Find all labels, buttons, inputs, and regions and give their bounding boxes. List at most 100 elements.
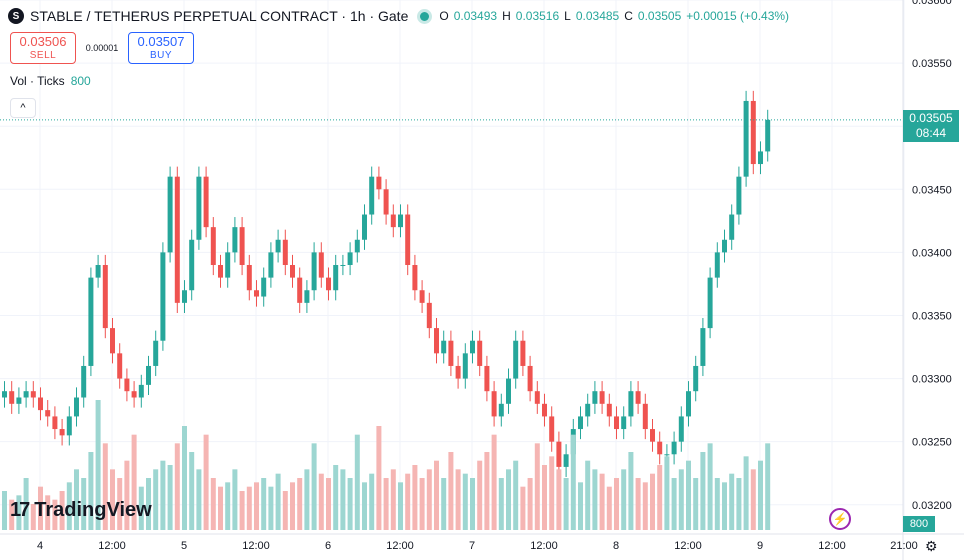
volume-legend[interactable]: Vol · Ticks 800 [10,74,91,88]
candle-body [736,176,742,215]
x-tick-label: 12:00 [242,540,270,552]
x-tick-label: 12:00 [530,540,558,552]
candle-body [239,227,245,265]
volume-bar [326,478,331,530]
candle-body [765,119,771,152]
candle-body [758,151,763,165]
sell-label: SELL [29,50,57,61]
volume-bar [714,478,720,530]
volume-bar [246,486,252,530]
volume-bar [196,469,202,530]
candle-body [354,239,360,253]
candle-body [275,239,281,253]
volume-bar [470,478,475,530]
volume-bar [707,443,713,530]
gear-icon[interactable]: ⚙ [925,538,938,554]
candle-body [556,441,562,467]
candle-body [434,328,439,354]
candle-body [131,391,137,398]
trade-buttons: 0.03506 SELL 0.00001 0.03507 BUY [10,32,194,64]
candle-body [642,403,648,430]
volume-bar [117,478,123,530]
last-price-value: 0.03505 [909,111,953,125]
candle-body [52,416,58,430]
chart-header: S STABLE / TETHERUS PERPETUAL CONTRACT ·… [8,6,789,26]
symbol-title[interactable]: STABLE / TETHERUS PERPETUAL CONTRACT · 1… [30,8,409,24]
x-tick-label: 6 [325,540,331,552]
volume-bar [477,460,483,530]
volume-bar [405,473,411,530]
candle-body [74,397,79,417]
candle-body [102,265,108,329]
volume-bar [570,434,576,530]
candle-body [606,403,612,417]
candle-body [750,100,756,165]
candle-body [491,391,497,417]
volume-bar [585,460,591,530]
volume-bar [153,469,159,530]
tradingview-logo[interactable]: 17 TradingView [10,499,152,522]
volume-bar [498,478,504,530]
volume-bar [426,469,432,530]
ohlc-legend: O 0.03493 H 0.03516 L 0.03485 C 0.03505 +0.0… [439,9,790,23]
x-tick-label: 5 [181,540,187,552]
y-tick-label: 0.03350 [912,310,952,322]
buy-button[interactable]: 0.03507 BUY [128,32,194,64]
y-tick-label: 0.03600 [912,0,952,7]
volume-bar [182,426,187,530]
volume-bar [189,452,195,530]
candle-body [383,189,389,215]
sell-button[interactable]: 0.03506 SELL [10,32,76,64]
market-status-dot-icon [420,11,430,21]
candle-body [534,391,540,404]
volume-bar [131,434,137,530]
volume-bar [534,443,540,530]
volume-bar [578,482,583,530]
volume-bar [369,473,375,530]
x-tick-label: 12:00 [674,540,702,552]
volume-bar [462,473,468,530]
volume-bar [275,473,281,530]
candle-body [671,441,677,455]
x-tick-label: 8 [613,540,619,552]
volume-bar [722,482,727,530]
volume-bar [52,499,58,530]
volume-value-badge: 800 [903,516,935,532]
candle-body [441,340,447,354]
volume-bar [549,456,555,530]
candle-body [30,391,36,398]
collapse-legend-button[interactable]: ^ [10,98,36,118]
candle-body [160,252,166,341]
candle-body [664,454,670,456]
volume-bar [9,499,15,530]
sell-price: 0.03506 [19,34,67,49]
volume-bar [527,478,533,530]
candle-body [124,378,130,392]
volume-bar [282,491,288,530]
candle-body [743,100,749,177]
candle-body [268,252,274,278]
volume-bar [614,478,619,530]
volume-bar [686,460,691,530]
volume-bar [635,478,641,530]
candle-body [657,441,663,455]
candle-body [635,391,641,404]
volume-bar [311,443,317,530]
ohlc-open: 0.03493 [453,9,498,23]
candle-body [426,302,432,329]
chevron-up-icon: ^ [20,102,26,114]
candle-body [138,384,144,398]
candle-body [246,265,252,291]
candle-body [362,214,367,240]
candle-body [498,403,504,417]
lightning-icon[interactable]: ⚡ [829,508,851,530]
volume-bar [491,434,497,530]
volume-bar [268,486,274,530]
volume-bar [74,469,79,530]
y-tick-label: 0.03450 [912,184,952,196]
volume-bar [81,478,87,530]
volume-bar [599,473,605,530]
candle-body [542,403,547,417]
candle-body [369,176,375,215]
